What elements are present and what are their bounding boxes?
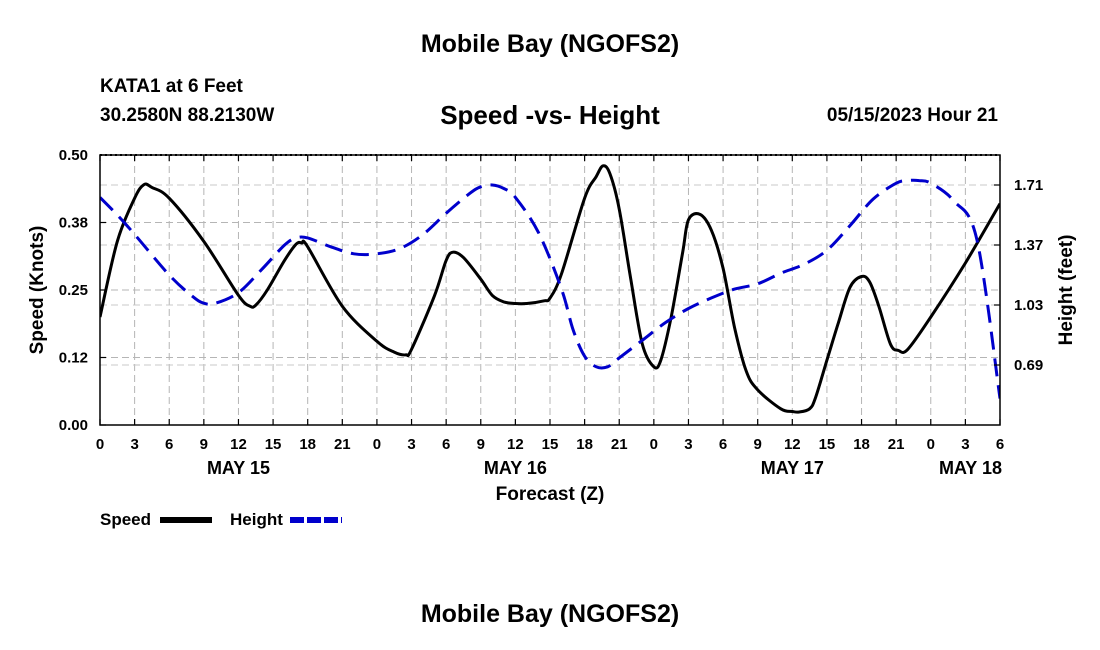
legend: Speed Height: [100, 510, 342, 529]
x-tick-label: 3: [961, 436, 969, 453]
x-tick-label: 9: [200, 436, 208, 453]
forecast-time: 05/15/2023 Hour 21: [826, 105, 998, 126]
x-tick-label: 21: [334, 436, 351, 453]
x-tick-label: 3: [684, 436, 692, 453]
day-label: MAY 16: [484, 458, 547, 478]
x-tick-label: 21: [611, 436, 628, 453]
series-height-line: [100, 178, 1000, 399]
y-left-tick-label: 0.50: [59, 147, 88, 164]
x-tick-label: 6: [996, 436, 1004, 453]
x-tick-label: 6: [719, 436, 727, 453]
x-tick-label: 15: [265, 436, 282, 453]
y-right-tick-label: 1.37: [1014, 237, 1043, 254]
x-tick-label: 3: [407, 436, 415, 453]
main-title: Mobile Bay (NGOFS2): [420, 30, 680, 58]
x-tick-label: 12: [784, 436, 801, 453]
x-tick-label: 0: [927, 436, 935, 453]
y-right-tick-label: 1.71: [1014, 177, 1043, 194]
x-tick-label: 12: [230, 436, 247, 453]
x-tick-label: 3: [130, 436, 138, 453]
y-right-tick-label: 1.03: [1014, 297, 1043, 314]
chart-title: Speed -vs- Height: [440, 100, 660, 130]
series-lines: [100, 164, 1000, 414]
x-tick-label: 15: [542, 436, 559, 453]
x-tick-label: 6: [442, 436, 450, 453]
y-axis-left-title: Speed (Knots): [27, 226, 48, 355]
station-coordinates: 30.2580N 88.2130W: [100, 105, 275, 126]
x-axis-title: Forecast (Z): [496, 484, 605, 505]
x-tick-label: 9: [754, 436, 762, 453]
x-tick-label: 18: [853, 436, 870, 453]
station-name: KATA1 at 6 Feet: [100, 76, 243, 97]
y-left-tick-label: 0.38: [59, 215, 88, 232]
x-tick-label: 0: [650, 436, 658, 453]
grid-lines: [100, 155, 1000, 425]
footer-title: Mobile Bay (NGOFS2): [420, 600, 680, 628]
x-tick-label: 9: [477, 436, 485, 453]
x-tick-label: 18: [299, 436, 316, 453]
y-left-tick-label: 0.25: [59, 282, 88, 299]
x-tick-label: 18: [576, 436, 593, 453]
x-tick-label: 6: [165, 436, 173, 453]
y-axis-right-title: Height (feet): [1056, 235, 1077, 346]
y-right-tick-label: 0.69: [1014, 357, 1043, 374]
legend-label-height: Height: [230, 510, 283, 529]
axes: 0 3 6 9 12 15 18 21 0 3 6 9 12 15 18 21 0 3 6 9 12 15 18 21 0 3 6 M…: [59, 147, 1043, 478]
y-left-tick-label: 0.12: [59, 350, 88, 367]
day-label: MAY 18: [939, 458, 1002, 478]
x-tick-label: 12: [507, 436, 524, 453]
x-tick-label: 21: [888, 436, 905, 453]
legend-label-speed: Speed: [100, 510, 151, 529]
y-left-tick-label: 0.00: [59, 417, 88, 434]
series-speed-line: [100, 164, 1000, 414]
x-tick-label: 0: [373, 436, 381, 453]
day-label: MAY 15: [207, 458, 270, 478]
x-tick-label: 0: [96, 436, 104, 453]
day-label: MAY 17: [761, 458, 824, 478]
x-tick-label: 15: [819, 436, 836, 453]
